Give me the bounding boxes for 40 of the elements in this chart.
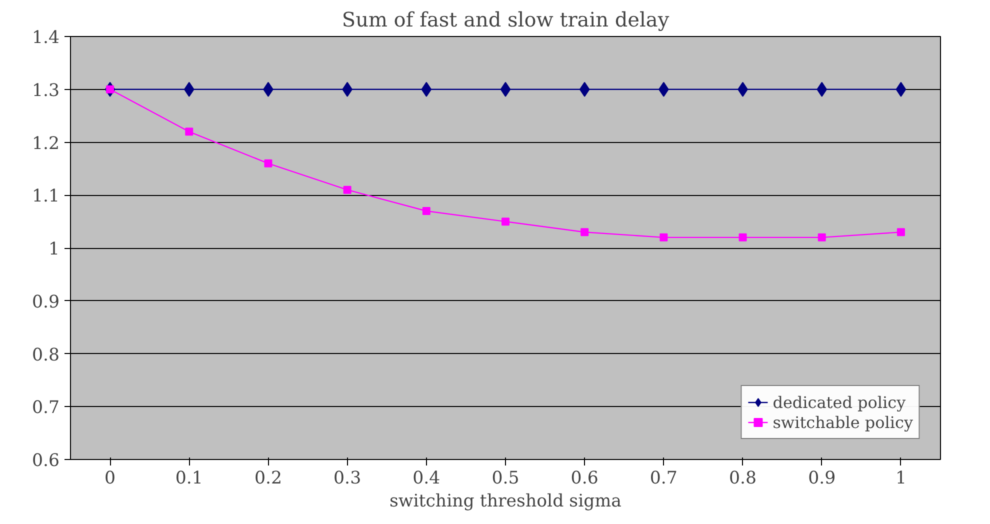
- x-tick-label: 0.9: [808, 468, 836, 488]
- point: [422, 206, 430, 215]
- x-tick-label: 0.6: [570, 468, 598, 488]
- point: [738, 233, 747, 242]
- point: [343, 186, 352, 194]
- point: [660, 233, 668, 242]
- point: [816, 82, 828, 97]
- x-tick-label: 0: [104, 468, 116, 488]
- chart-title: Sum of fast and slow train delay: [342, 8, 670, 32]
- point: [579, 82, 590, 97]
- y-tick-label: 1.3: [32, 80, 60, 101]
- y-tick-label: 0.7: [32, 398, 60, 418]
- point: [896, 228, 905, 236]
- x-axis-title: switching threshold sigma: [390, 492, 622, 512]
- x-tick-label: 0.3: [334, 468, 362, 488]
- point: [502, 218, 510, 226]
- legend-label: switchable policy: [772, 412, 913, 432]
- y-tick-label: 0.6: [32, 451, 60, 471]
- x-tick-label: 0.2: [254, 468, 282, 488]
- x-tick-label: 0.1: [175, 468, 203, 488]
- x-tick-label: 1: [895, 468, 906, 488]
- point: [580, 228, 589, 236]
- x-tick-label: 0.5: [492, 468, 520, 488]
- legend-label: dedicated policy: [772, 392, 906, 412]
- point: [896, 82, 906, 97]
- x-tick-label: 0.8: [728, 468, 757, 488]
- x-tick-label: 0.4: [412, 468, 440, 488]
- point: [818, 233, 826, 242]
- x-tick-label: 0.7: [650, 468, 678, 488]
- y-tick-label: 1.1: [32, 186, 60, 207]
- y-tick-label: 1: [48, 240, 60, 260]
- y-tick-label: 0.9: [32, 292, 60, 312]
- point: [421, 82, 432, 97]
- y-tick-label: 1.4: [32, 28, 60, 48]
- point: [185, 128, 194, 136]
- point: [500, 82, 511, 97]
- point: [184, 82, 194, 97]
- y-tick-label: 0.8: [32, 345, 60, 366]
- y-tick-label: 1.2: [32, 134, 60, 154]
- point: [264, 159, 272, 168]
